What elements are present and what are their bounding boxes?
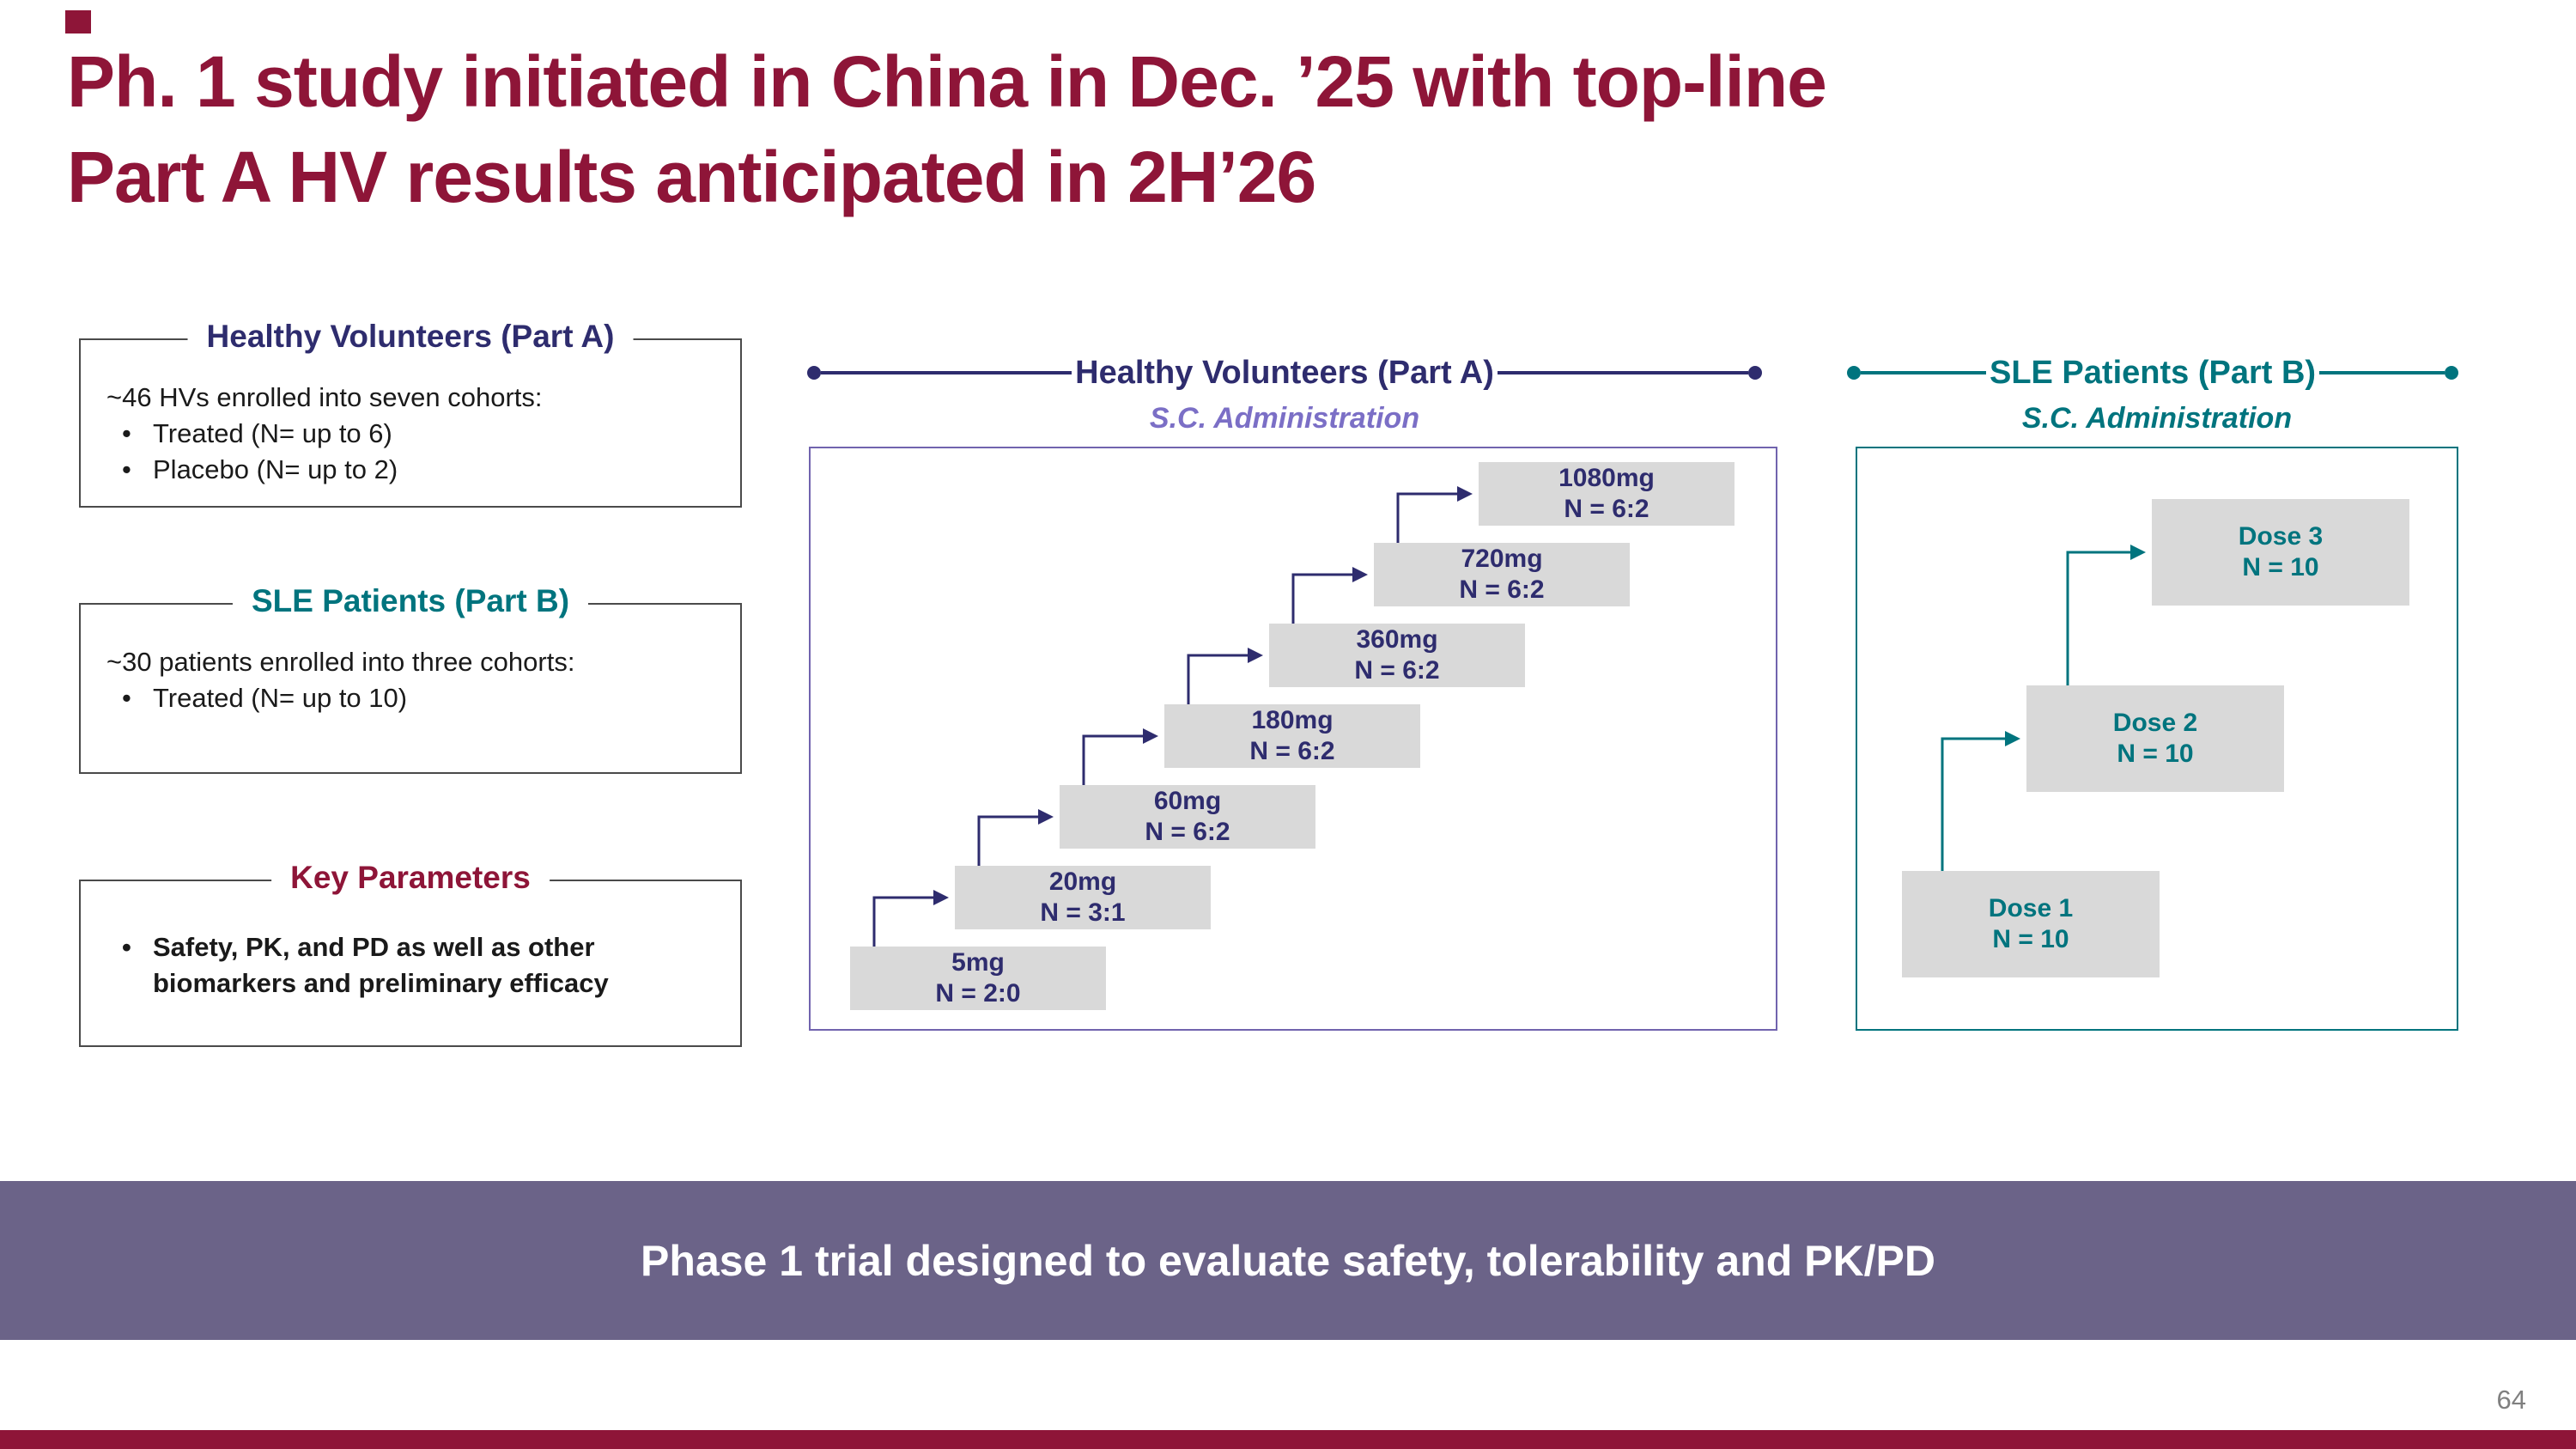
dose-cohort-box-5mg: 5mg N = 2:0 bbox=[850, 947, 1106, 1010]
info-box-content: Safety, PK, and PD as well as other biom… bbox=[81, 881, 740, 1015]
dose-cohort-box-20mg: 20mg N = 3:1 bbox=[955, 866, 1211, 929]
info-box-sle-patients: SLE Patients (Part B) ~30 patients enrol… bbox=[79, 583, 742, 774]
dose-label: 1080mg bbox=[1558, 464, 1655, 492]
part-b-header: SLE Patients (Part B) bbox=[1847, 354, 2459, 392]
bullet-text: Safety, PK, and PD as well as other biom… bbox=[153, 932, 609, 998]
info-box-content: ~46 HVs enrolled into seven cohorts: Tre… bbox=[81, 340, 740, 502]
part-b-subheader: S.C. Administration bbox=[2021, 402, 2293, 435]
info-box-title: Healthy Volunteers (Part A) bbox=[187, 319, 634, 355]
page-number: 64 bbox=[2496, 1385, 2526, 1415]
n-label: N = 6:2 bbox=[1459, 575, 1545, 604]
header-dot-right bbox=[1748, 366, 1763, 380]
corner-logo-square bbox=[65, 10, 91, 33]
dose-label: Dose 1 bbox=[1988, 894, 2074, 922]
dose-cohort-box-dose-2: Dose 2 N = 10 bbox=[2026, 685, 2284, 792]
bullet-item: Treated (N= up to 6) bbox=[115, 416, 720, 452]
dose-cohort-box-1080mg: 1080mg N = 6:2 bbox=[1479, 462, 1735, 526]
n-label: N = 10 bbox=[2117, 740, 2194, 768]
bullet-text: Treated (N= up to 10) bbox=[153, 683, 408, 713]
info-box-intro: ~46 HVs enrolled into seven cohorts: bbox=[106, 382, 543, 412]
info-box-content: ~30 patients enrolled into three cohorts… bbox=[81, 605, 740, 730]
n-label: N = 6:2 bbox=[1564, 495, 1649, 523]
bullet-text: Placebo (N= up to 2) bbox=[153, 454, 398, 484]
dose-cohort-box-dose-3: Dose 3 N = 10 bbox=[2152, 499, 2409, 606]
n-label: N = 10 bbox=[2242, 553, 2319, 581]
info-box-intro: ~30 patients enrolled into three cohorts… bbox=[106, 647, 575, 677]
dose-label: 5mg bbox=[951, 948, 1005, 977]
header-dot-left bbox=[1847, 366, 1861, 380]
n-label: N = 6:2 bbox=[1145, 818, 1230, 846]
dose-label: Dose 3 bbox=[2238, 522, 2324, 551]
dose-label: 360mg bbox=[1356, 625, 1438, 654]
dose-cohort-box-dose-1: Dose 1 N = 10 bbox=[1902, 871, 2160, 977]
bullet-item: Safety, PK, and PD as well as other biom… bbox=[115, 929, 720, 1002]
header-dot-right bbox=[2445, 366, 2459, 380]
bullet-item: Treated (N= up to 10) bbox=[115, 680, 720, 716]
dose-cohort-box-720mg: 720mg N = 6:2 bbox=[1374, 543, 1630, 606]
header-dot-left bbox=[807, 366, 821, 380]
bullet-item: Placebo (N= up to 2) bbox=[115, 452, 720, 488]
dose-label: 180mg bbox=[1251, 706, 1334, 734]
part-a-header: Healthy Volunteers (Part A) bbox=[807, 354, 1763, 392]
info-box-healthy-volunteers: Healthy Volunteers (Part A) ~46 HVs enro… bbox=[79, 319, 742, 508]
dose-label: 720mg bbox=[1461, 545, 1543, 573]
header-line-left bbox=[821, 371, 1072, 374]
dose-label: 60mg bbox=[1153, 787, 1222, 815]
n-label: N = 2:0 bbox=[935, 979, 1021, 1008]
bullet-text: Treated (N= up to 6) bbox=[153, 418, 392, 448]
slide-title-line-1: Ph. 1 study initiated in China in Dec. ’… bbox=[67, 41, 1827, 122]
takeaway-banner: Phase 1 trial designed to evaluate safet… bbox=[0, 1181, 2576, 1340]
info-box-title: Key Parameters bbox=[271, 860, 550, 896]
dose-cohort-box-360mg: 360mg N = 6:2 bbox=[1269, 624, 1525, 687]
n-label: N = 3:1 bbox=[1040, 898, 1126, 927]
info-box-title: SLE Patients (Part B) bbox=[232, 583, 589, 619]
slide-title-line-2: Part A HV results anticipated in 2H’26 bbox=[67, 136, 1316, 217]
takeaway-banner-text: Phase 1 trial designed to evaluate safet… bbox=[641, 1236, 1935, 1285]
header-line-right bbox=[2319, 371, 2445, 374]
part-b-header-label: SLE Patients (Part B) bbox=[1989, 354, 2317, 391]
part-b-escalation-arrows bbox=[1941, 545, 2146, 871]
dose-cohort-box-60mg: 60mg N = 6:2 bbox=[1060, 785, 1315, 849]
header-line-left bbox=[1861, 371, 1986, 374]
bottom-accent-stripe bbox=[0, 1430, 2576, 1449]
dose-label: Dose 2 bbox=[2112, 709, 2198, 737]
part-a-escalation-arrows bbox=[872, 486, 1473, 947]
n-label: N = 6:2 bbox=[1354, 656, 1440, 685]
n-label: N = 10 bbox=[1992, 925, 2069, 953]
dose-label: 20mg bbox=[1048, 868, 1117, 896]
header-line-right bbox=[1497, 371, 1749, 374]
info-box-key-parameters: Key Parameters Safety, PK, and PD as wel… bbox=[79, 860, 742, 1047]
n-label: N = 6:2 bbox=[1249, 737, 1335, 765]
dose-cohort-box-180mg: 180mg N = 6:2 bbox=[1164, 704, 1420, 768]
slide-title: Ph. 1 study initiated in China in Dec. ’… bbox=[67, 34, 1827, 225]
part-a-subheader: S.C. Administration bbox=[1149, 402, 1420, 435]
part-a-header-label: Healthy Volunteers (Part A) bbox=[1075, 354, 1494, 391]
